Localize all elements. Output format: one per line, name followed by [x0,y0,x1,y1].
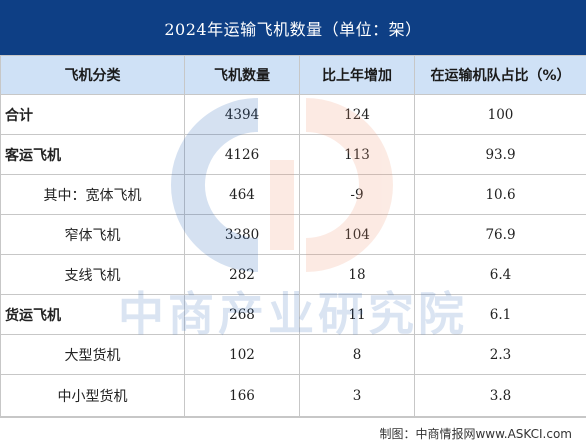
cell-count: 4126 [184,134,300,175]
column-header-count: 飞机数量 [184,55,300,95]
footer-credit: 制图：中商情报网www.ASKCI.com [379,427,572,441]
header-row: 飞机分类 飞机数量 比上年增加 在运输机队占比（%） [0,55,586,95]
cell-count: 268 [184,294,300,335]
cell-increase: 113 [299,134,415,175]
table-row: 合计 4394 124 100 [0,94,586,135]
column-header-increase: 比上年增加 [299,55,415,95]
table-row: 中小型货机 166 3 3.8 [0,374,586,417]
footer: 制图：中商情报网www.ASKCI.com [0,417,586,447]
cell-share: 6.1 [414,294,586,335]
cell-count: 102 [184,334,300,375]
cell-share: 10.6 [414,174,586,215]
cell-share: 93.9 [414,134,586,175]
table-title-text: 2024年运输飞机数量（单位：架） [164,19,422,39]
cell-category: 货运飞机 [0,294,185,335]
cell-increase: 124 [299,94,415,135]
cell-increase: 11 [299,294,415,335]
cell-share: 6.4 [414,254,586,295]
table-row: 货运飞机 268 11 6.1 [0,294,586,335]
cell-category: 其中：宽体飞机 [0,174,185,215]
cell-increase: -9 [299,174,415,215]
cell-category: 窄体飞机 [0,214,185,255]
column-header-share: 在运输机队占比（%） [414,55,586,95]
aircraft-table: 飞机分类 飞机数量 比上年增加 在运输机队占比（%） 合计 4394 124 100 客… [0,55,586,417]
cell-increase: 3 [299,374,415,417]
cell-count: 3380 [184,214,300,255]
cell-increase: 104 [299,214,415,255]
cell-share: 100 [414,94,586,135]
cell-increase: 8 [299,334,415,375]
table-row: 大型货机 102 8 2.3 [0,334,586,375]
table-row: 窄体飞机 3380 104 76.9 [0,214,586,255]
table-title: 2024年运输飞机数量（单位：架） [0,0,586,55]
cell-category: 客运飞机 [0,134,185,175]
table-row: 其中：宽体飞机 464 -9 10.6 [0,174,586,215]
cell-category: 支线飞机 [0,254,185,295]
cell-category: 大型货机 [0,334,185,375]
cell-increase: 18 [299,254,415,295]
cell-share: 2.3 [414,334,586,375]
cell-category: 合计 [0,94,185,135]
cell-count: 464 [184,174,300,215]
cell-count: 4394 [184,94,300,135]
cell-category: 中小型货机 [0,374,185,417]
cell-count: 166 [184,374,300,417]
column-header-category: 飞机分类 [0,55,185,95]
table-row: 客运飞机 4126 113 93.9 [0,134,586,175]
table-body: 合计 4394 124 100 客运飞机 4126 113 93.9 其中：宽体飞机 464 -9 1… [0,94,586,417]
table-row: 支线飞机 282 18 6.4 [0,254,586,295]
cell-count: 282 [184,254,300,295]
cell-share: 76.9 [414,214,586,255]
cell-share: 3.8 [414,374,586,417]
